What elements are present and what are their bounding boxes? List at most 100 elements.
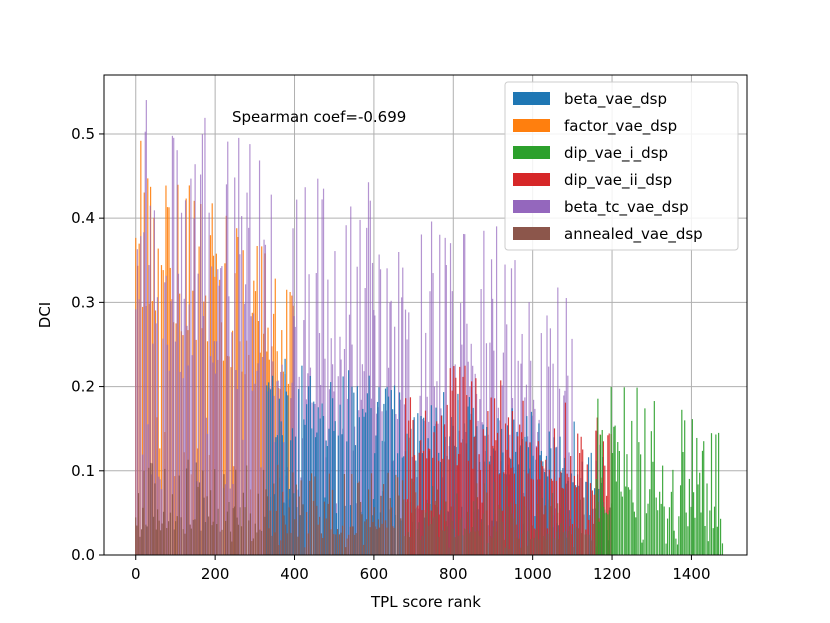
legend-swatch xyxy=(513,146,550,159)
bar xyxy=(421,453,424,555)
bar xyxy=(486,426,488,555)
bar xyxy=(228,296,230,555)
bar xyxy=(157,248,159,555)
y-tick-label: 0.2 xyxy=(71,378,95,396)
bar xyxy=(605,512,607,555)
bar xyxy=(180,212,183,555)
bar xyxy=(315,273,317,555)
bar xyxy=(457,535,460,555)
bar xyxy=(214,373,217,555)
bar xyxy=(721,543,724,555)
bar xyxy=(681,409,683,555)
bar xyxy=(363,544,365,555)
bar xyxy=(448,459,450,555)
bar xyxy=(701,450,704,555)
bar xyxy=(517,436,519,555)
bar xyxy=(360,399,362,555)
legend: beta_vae_dsp factor_vae_dsp dip_vae_i_dspd… xyxy=(504,81,739,251)
bar xyxy=(244,284,247,555)
bar xyxy=(170,301,172,555)
bar xyxy=(288,507,290,555)
bar xyxy=(570,456,572,555)
bar xyxy=(503,472,505,555)
bar xyxy=(504,423,507,555)
bar xyxy=(199,174,202,555)
bar xyxy=(408,420,410,555)
bar xyxy=(550,478,552,555)
bar xyxy=(501,428,503,555)
bar xyxy=(418,522,420,555)
bar xyxy=(233,506,236,555)
bar xyxy=(389,302,391,555)
y-tick-label: 0.0 xyxy=(71,546,95,564)
bar xyxy=(171,494,173,555)
bar xyxy=(331,398,334,555)
bar xyxy=(164,468,166,555)
bar xyxy=(166,344,169,555)
bar xyxy=(694,517,696,555)
bar xyxy=(274,532,276,555)
bar xyxy=(517,464,520,555)
bar xyxy=(144,131,146,555)
bar xyxy=(600,496,603,555)
bar xyxy=(140,529,143,555)
bar xyxy=(496,432,499,555)
bar xyxy=(553,428,556,555)
x-tick-label: 400 xyxy=(280,565,309,583)
bar xyxy=(423,510,425,555)
bar xyxy=(474,531,476,555)
bar xyxy=(184,200,187,556)
bar xyxy=(325,440,327,555)
bar xyxy=(416,477,418,555)
bar xyxy=(228,501,230,555)
bar xyxy=(337,435,339,555)
bar xyxy=(151,463,153,555)
bar xyxy=(392,526,394,555)
bar xyxy=(161,523,163,555)
bar xyxy=(602,441,605,555)
bar xyxy=(440,415,443,555)
bar xyxy=(280,540,282,555)
bar xyxy=(453,366,455,555)
bar xyxy=(697,484,699,555)
bar xyxy=(367,182,370,555)
bar xyxy=(601,429,603,555)
bar xyxy=(580,436,582,555)
bar xyxy=(322,188,325,556)
bar xyxy=(160,489,163,555)
bar xyxy=(237,524,240,555)
bar xyxy=(306,404,308,555)
bar xyxy=(519,424,521,555)
x-tick-label: 1000 xyxy=(514,565,552,583)
bar xyxy=(543,536,545,555)
bar xyxy=(558,539,560,555)
bar xyxy=(417,413,419,555)
bar xyxy=(249,144,251,555)
bar xyxy=(275,437,277,555)
bar xyxy=(500,380,502,555)
bar xyxy=(221,529,223,555)
bar xyxy=(670,491,673,555)
bar xyxy=(328,473,331,555)
bar xyxy=(298,496,300,555)
bar xyxy=(236,228,238,555)
bar xyxy=(326,446,329,555)
bar xyxy=(241,216,243,556)
bar xyxy=(316,505,318,555)
bar xyxy=(420,440,422,555)
bar xyxy=(341,525,344,555)
bar xyxy=(568,526,571,555)
bar xyxy=(426,503,428,555)
bar xyxy=(202,470,204,555)
bar xyxy=(274,278,276,555)
bar xyxy=(373,507,375,555)
bar xyxy=(452,425,454,555)
bar xyxy=(190,528,192,555)
bar xyxy=(641,542,643,555)
bar xyxy=(528,302,530,555)
bar xyxy=(238,137,240,555)
bar xyxy=(156,297,159,555)
bar xyxy=(220,268,222,555)
bar xyxy=(234,177,236,556)
x-axis-label: TPL score rank xyxy=(370,593,481,611)
